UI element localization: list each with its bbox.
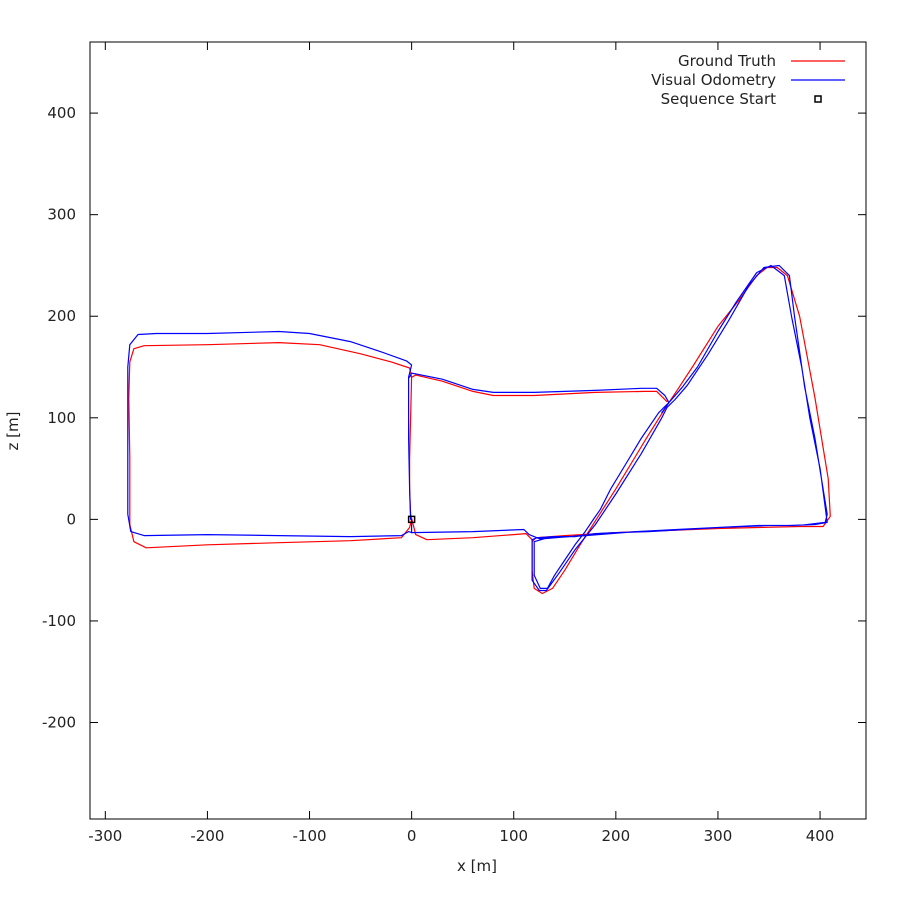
series-line-ground-truth <box>128 266 831 595</box>
markers <box>407 515 416 524</box>
x-tick-label: -300 <box>88 827 122 845</box>
x-tick-label: -200 <box>190 827 224 845</box>
x-tick-label: -100 <box>293 827 327 845</box>
x-tick-label: 300 <box>704 827 733 845</box>
series-line-visual-odometry <box>127 330 413 538</box>
x-tick-label: 200 <box>602 827 631 845</box>
y-tick-label: 100 <box>47 409 76 427</box>
plot-frame <box>89 41 867 820</box>
legend-label-ground-truth: Ground Truth <box>678 52 776 70</box>
y-tick-label: 400 <box>47 104 76 122</box>
axes <box>89 41 867 820</box>
y-axis-label: z [m] <box>4 412 22 451</box>
series-line-visual-odometry <box>411 264 828 592</box>
legend-swatch-sequence-start <box>814 95 822 103</box>
ticks: -300 -200 -100 0 100 200 300 400 -200 -100 0 100 200… <box>42 42 866 845</box>
x-tick-label: 0 <box>407 827 417 845</box>
y-tick-label: 300 <box>47 206 76 224</box>
series-layer <box>127 264 831 595</box>
legend-label-sequence-start: Sequence Start <box>661 90 777 108</box>
series-line-visual-odometry <box>409 372 670 414</box>
y-tick-label: -100 <box>42 612 76 630</box>
y-tick-label: -200 <box>42 714 76 732</box>
sequence-start-marker <box>407 515 416 524</box>
x-axis-label: x [m] <box>457 857 497 875</box>
legend-label-visual-odometry: Visual Odometry <box>651 71 776 89</box>
series-line-ground-truth <box>411 374 668 403</box>
y-tick-label: 200 <box>47 307 76 325</box>
x-tick-label: 400 <box>806 827 835 845</box>
x-tick-label: 100 <box>499 827 528 845</box>
y-tick-label: 0 <box>66 510 76 528</box>
